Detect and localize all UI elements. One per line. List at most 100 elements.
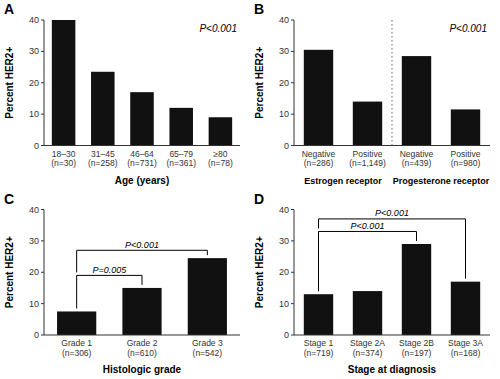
y-tick-label: 30 (29, 46, 39, 56)
bracket-line (77, 250, 208, 251)
bar (353, 102, 382, 146)
x-tick-label-line: 18–30 (52, 149, 76, 159)
y-tick-label: 30 (279, 46, 289, 56)
x-tick-label-line: Negative (302, 149, 336, 159)
panel: A010203040Percent HER2+18–30(n=30)31–45(… (4, 1, 240, 186)
x-tick-label: Positive(n=980) (451, 149, 481, 169)
y-tick-label: 0 (284, 330, 289, 340)
y-tick-label: 0 (34, 330, 39, 340)
x-tick-label-line: (n=286) (304, 158, 334, 168)
y-tick-label: 40 (279, 15, 289, 25)
bar (188, 258, 227, 335)
x-tick-label: Grade 1(n=306) (61, 338, 92, 358)
y-tick-label: 10 (279, 299, 289, 309)
bar (209, 117, 233, 145)
x-tick-label-line: (n=719) (304, 348, 334, 358)
x-tick-label-line: Grade 2 (127, 338, 158, 348)
y-tick-label: 20 (279, 267, 289, 277)
x-tick-label-line: (n=610) (127, 348, 157, 358)
y-tick-label: 0 (34, 141, 39, 151)
panel-label: C (4, 191, 14, 207)
bracket-line (318, 231, 319, 291)
x-tick-label-line: (n=542) (193, 348, 223, 358)
bracket-label: P<0.001 (351, 221, 385, 231)
bar (57, 311, 96, 335)
x-tick-label-line: Stage 2B (399, 338, 434, 348)
x-tick-label-line: Stage 3A (448, 338, 483, 348)
x-tick-label: 31–45(n=258) (88, 149, 118, 169)
group-divider (391, 20, 392, 146)
x-tick-label-line: Stage 1 (304, 338, 334, 348)
panel: C010203040Percent HER2+Grade 1(n=306)Gra… (4, 191, 240, 376)
x-tick-label-line: (n=197) (402, 348, 432, 358)
x-tick-label: Stage 1(n=719) (304, 338, 334, 358)
bar (130, 92, 154, 145)
figure: A010203040Percent HER2+18–30(n=30)31–45(… (0, 0, 500, 379)
bracket-label: P<0.001 (375, 208, 409, 218)
x-tick-label-line: ≥80 (213, 149, 227, 159)
bar (91, 72, 115, 146)
bar (169, 108, 193, 146)
y-tick-label: 20 (29, 267, 39, 277)
y-axis-line (44, 210, 45, 336)
x-tick-label-line: 31–45 (91, 149, 115, 159)
bracket-line (318, 219, 319, 229)
y-tick-label: 30 (279, 236, 289, 246)
x-tick-label-line: (n=258) (88, 158, 118, 168)
x-tick-label: 46–64(n=731) (127, 149, 157, 169)
x-tick-label: Grade 2(n=610) (127, 338, 158, 358)
group-label: Estrogen receptor (304, 176, 382, 186)
bracket (319, 231, 417, 291)
x-tick-label: Negative(n=286) (302, 149, 336, 169)
x-tick-label-line: (n=439) (402, 158, 432, 168)
y-tick-label: 10 (29, 109, 39, 119)
bracket-line (142, 275, 143, 285)
bracket-line (76, 250, 77, 272)
x-tick-label: Stage 3A(n=168) (448, 338, 483, 358)
x-tick-label-line: (n=306) (62, 348, 92, 358)
bar (304, 294, 333, 335)
x-tick-label: Negative(n=439) (400, 149, 434, 169)
x-tick-label-line: (n=731) (127, 158, 157, 168)
annotation: P<0.001 (449, 23, 487, 34)
x-tick-label-line: Stage 2A (350, 338, 385, 348)
x-tick-label: Positive(n=1,149) (349, 149, 386, 169)
bar (304, 50, 333, 146)
y-tick-label: 0 (284, 141, 289, 151)
x-tick-label: 65–79(n=361) (166, 149, 196, 169)
bar (451, 109, 480, 145)
annotation: P<0.001 (199, 23, 237, 34)
y-tick-label: 20 (29, 78, 39, 88)
panel-label: B (254, 1, 264, 17)
group-label: Progesterone receptor (393, 176, 490, 186)
panel-label: D (254, 191, 264, 207)
bar (402, 244, 431, 335)
y-tick-label: 10 (279, 109, 289, 119)
x-axis-line (44, 145, 240, 146)
y-axis-line (44, 20, 45, 146)
x-tick-label-line: Positive (451, 149, 481, 159)
bracket-label: P<0.001 (125, 240, 159, 250)
x-tick-label: ≥80(n=78) (208, 149, 233, 169)
x-axis-label: Histologic grade (103, 364, 182, 375)
y-tick-label: 40 (279, 205, 289, 215)
bracket-line (465, 219, 466, 279)
bracket-label: P=0.005 (92, 265, 127, 275)
plot-area (57, 258, 227, 335)
x-axis-line (294, 335, 490, 336)
bar (402, 56, 431, 145)
bar (122, 288, 161, 335)
y-tick-label: 40 (29, 15, 39, 25)
page: {"chart_data": [ {"type": "bar", "title"… (0, 0, 500, 379)
bar (353, 291, 382, 335)
x-axis-label: Age (years) (115, 175, 169, 186)
x-tick-label-line: (n=1,149) (349, 158, 386, 168)
x-axis-label: Stage at diagnosis (348, 364, 437, 375)
y-tick-label: 40 (29, 205, 39, 215)
x-tick-label: Grade 3(n=542) (192, 338, 223, 358)
panel: B010203040Percent HER2+Negative(n=286)Po… (254, 1, 490, 186)
x-tick-label-line: Grade 3 (192, 338, 223, 348)
x-tick-label: Stage 2A(n=374) (350, 338, 385, 358)
y-axis-label: Percent HER2+ (4, 236, 15, 308)
x-tick-label: Stage 2B(n=197) (399, 338, 434, 358)
